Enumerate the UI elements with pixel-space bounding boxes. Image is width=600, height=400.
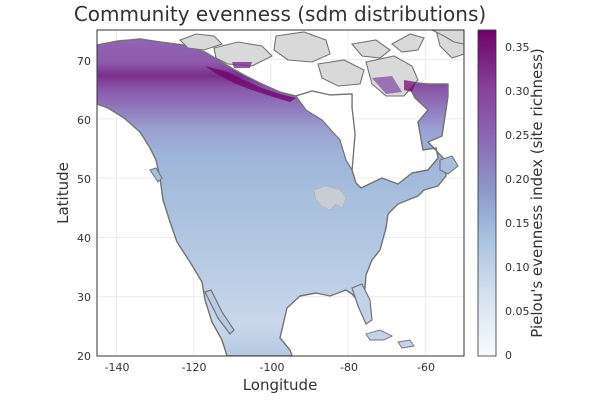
chart-title: Community evenness (sdm distributions)	[74, 2, 486, 26]
y-tick-label: 60	[77, 114, 91, 127]
y-tick-label: 70	[77, 55, 91, 68]
newfoundland	[439, 155, 459, 175]
y-tick-label: 50	[77, 173, 91, 186]
x-tick-label: -60	[417, 361, 435, 374]
x-tick-label: -140	[105, 361, 130, 374]
map-layer	[97, 30, 464, 356]
colorbar-label: Pielou's evenness index (site richness)	[528, 48, 546, 337]
colorbar-tick-label: 0.25	[505, 129, 530, 142]
colorbar-tick-label: 0.10	[505, 261, 530, 274]
y-tick-labels: 20 30 40 50 60 70	[77, 55, 91, 363]
caribbean-islands	[365, 329, 415, 349]
y-axis-label: Latitude	[54, 162, 72, 224]
arctic-islands	[179, 30, 464, 97]
great-lakes	[313, 185, 347, 211]
colorbar	[477, 29, 497, 357]
colorbar-tick-label: 0.05	[505, 305, 530, 318]
x-tick-label: -100	[260, 361, 285, 374]
florida	[351, 283, 373, 325]
colorbar-tick-label: 0	[505, 349, 512, 362]
colorbar-tick-label: 0.15	[505, 217, 530, 230]
y-tick-label: 40	[77, 232, 91, 245]
colorbar-tick-label: 0.30	[505, 85, 530, 98]
colorbar-tick-label: 0.35	[505, 41, 530, 54]
baja-california	[204, 289, 235, 335]
y-tick-label: 30	[77, 291, 91, 304]
vancouver-island	[149, 167, 163, 183]
plot-frame	[96, 29, 465, 357]
x-tick-label: -120	[182, 361, 207, 374]
y-tick-label: 20	[77, 350, 91, 363]
x-tick-label: -80	[340, 361, 358, 374]
colorbar-tick-label: 0.20	[505, 173, 530, 186]
x-tick-labels: -140 -120 -100 -80 -60	[105, 361, 435, 374]
x-axis-label: Longitude	[243, 376, 318, 394]
arctic-high-evenness-band	[205, 66, 296, 102]
greenland-edge	[431, 30, 464, 45]
hudson-bay	[295, 90, 356, 172]
colorbar-ticks: 0 0.05 0.10 0.15 0.20 0.25 0.30 0.35	[505, 41, 530, 362]
